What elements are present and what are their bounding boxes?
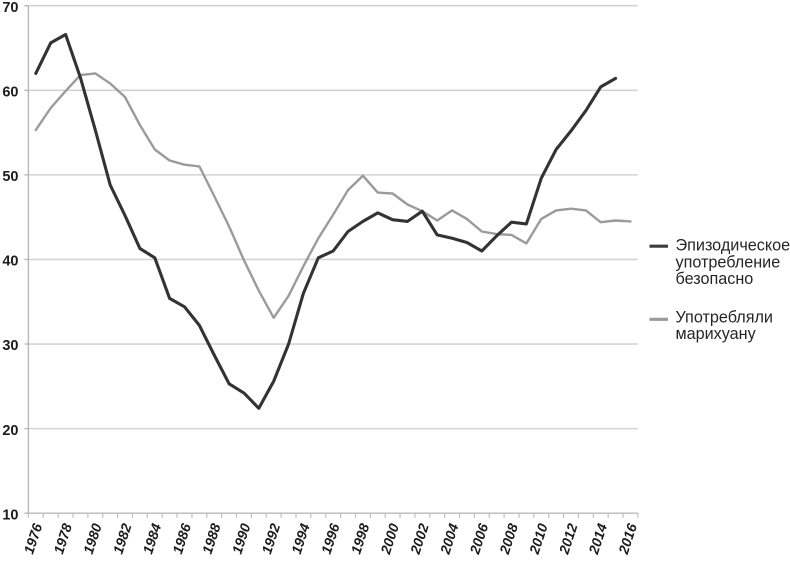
svg-text:70: 70 bbox=[2, 0, 18, 16]
svg-text:20: 20 bbox=[2, 423, 18, 439]
svg-text:Эпизодическое: Эпизодическое bbox=[676, 237, 790, 255]
svg-text:употребление: употребление bbox=[676, 253, 781, 271]
svg-text:40: 40 bbox=[2, 254, 18, 270]
svg-text:60: 60 bbox=[2, 85, 18, 101]
svg-text:30: 30 bbox=[2, 338, 18, 354]
svg-text:50: 50 bbox=[2, 169, 18, 185]
svg-text:безопасно: безопасно bbox=[676, 270, 754, 288]
svg-text:10: 10 bbox=[2, 507, 18, 523]
svg-text:марихуану: марихуану bbox=[676, 325, 757, 343]
svg-text:Употребляли: Употребляли bbox=[676, 308, 773, 326]
